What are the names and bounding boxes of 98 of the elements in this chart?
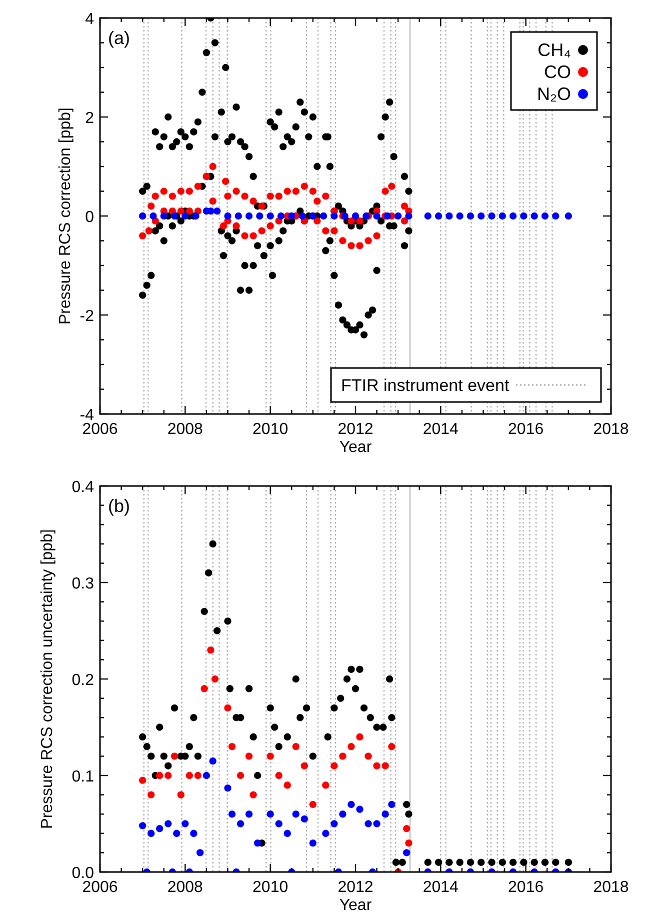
y-tick-label: 0.1 [72,768,94,786]
point [254,839,262,847]
point [250,791,257,798]
point [364,820,372,828]
point [373,820,380,828]
point [138,776,146,784]
point [405,839,412,847]
y-tick-label: 0.3 [72,576,94,592]
point [330,762,338,770]
point [300,815,308,823]
point [194,772,202,780]
y-tick-label: -2 [80,308,94,325]
point [275,772,282,780]
point [148,791,155,798]
x-tick-label: 2018 [593,879,629,896]
x-tick-label: 2006 [82,421,118,438]
point [190,830,198,837]
y-tick-label: 2 [85,110,94,127]
point [275,820,282,828]
point [245,810,253,818]
point [403,849,410,856]
annotation: (b) [108,496,130,516]
point [236,820,244,828]
point [182,820,189,828]
point [224,704,232,712]
point [339,810,346,818]
point [373,762,380,770]
point [207,646,214,654]
point [164,772,172,780]
x-tick-label: 2008 [167,879,204,896]
point [156,772,164,780]
y-axis-title: Pressure RCS correction [ppb] [57,108,74,324]
x-tick-label: 2008 [167,421,204,438]
point [284,782,291,789]
legend-label: CH₄ [538,40,571,60]
point [200,685,208,692]
point [403,824,410,832]
point [186,772,194,780]
x-tick-label: 2010 [252,421,288,438]
point [138,822,146,830]
point [228,810,236,818]
point [292,810,300,818]
point [224,784,232,792]
point [388,800,396,808]
legend-label: N₂O [537,84,571,104]
y-tick-label: 0.0 [72,865,94,882]
annotation: (a) [108,28,130,48]
x-tick-label: 2012 [338,879,374,896]
point [148,830,155,837]
y-tick-label: -4 [80,407,94,424]
x-tick-label: 2016 [508,421,544,438]
point [173,830,180,837]
point [309,839,317,847]
point [356,733,364,740]
point [211,675,219,683]
point [245,752,253,760]
y-tick-label: 0 [85,209,94,226]
x-tick-label: 2006 [82,879,118,896]
point [236,772,244,780]
x-tick-label: 2014 [422,879,459,896]
y-tick-label: 0.4 [72,479,94,496]
point [266,752,274,760]
point [266,810,274,818]
point [364,752,372,760]
point [196,849,204,856]
point [322,830,330,837]
point [292,742,300,750]
x-tick-label: 2014 [422,421,459,438]
x-tick-label: 2016 [508,879,544,896]
point [284,830,291,837]
point [300,762,308,770]
point [382,762,389,770]
point [339,752,346,760]
point [170,752,178,760]
x-axis-title: Year [339,439,372,456]
legend-label: CO [544,62,571,82]
point [177,791,185,798]
point [330,820,338,828]
point [202,772,210,780]
y-tick-label: 4 [85,11,94,28]
annotation: FTIR instrument event [341,376,510,395]
x-axis-title: Year [339,897,372,914]
point [164,820,172,828]
point [309,800,317,808]
x-tick-label: 2012 [338,421,374,438]
point [382,810,389,818]
x-tick-label: 2018 [593,421,629,438]
point [348,742,355,750]
y-tick-label: 0.2 [72,672,94,689]
point [348,800,355,808]
point [388,742,396,750]
point [156,824,164,832]
point [228,742,236,750]
point [322,782,330,789]
x-tick-label: 2010 [252,879,288,896]
point [209,757,216,765]
y-axis-title: Pressure RCS correction uncertainty [ppb] [39,529,56,829]
point [356,806,364,813]
